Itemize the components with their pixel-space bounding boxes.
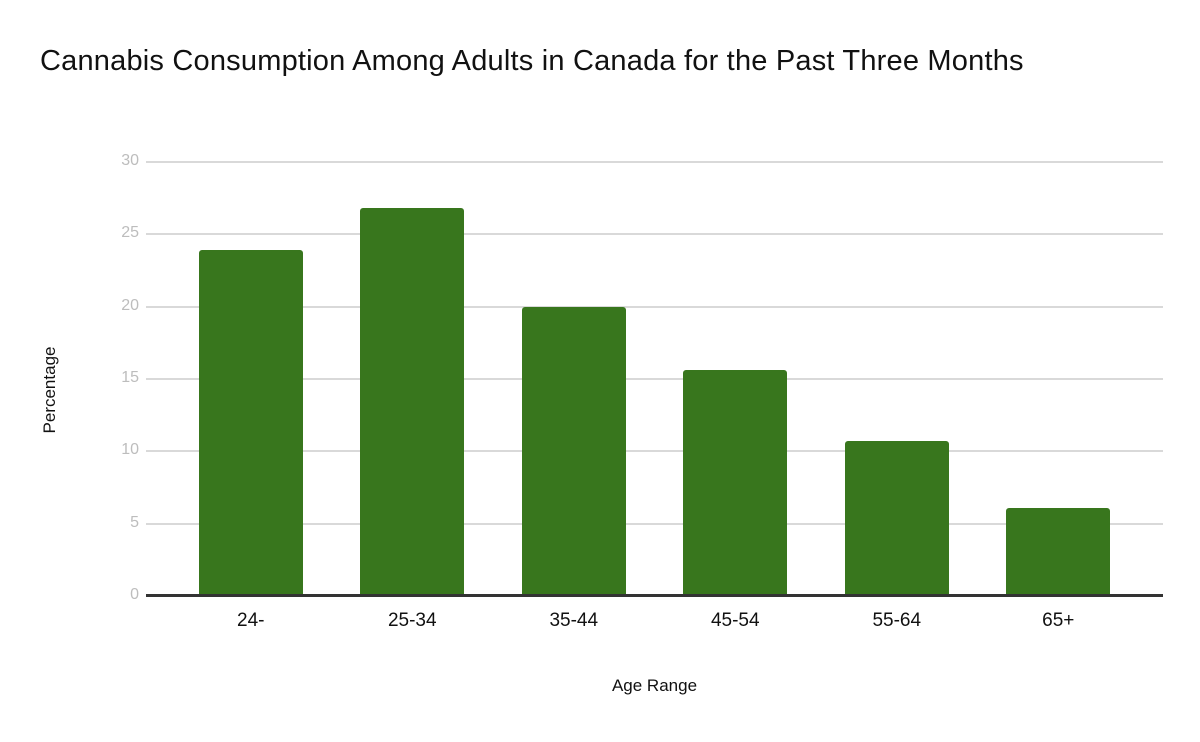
y-tick-label-15: 15	[121, 369, 139, 386]
x-tick-label-65+: 65+	[1042, 610, 1075, 631]
x-axis-title: Age Range	[611, 676, 698, 695]
x-tick-label-35-44: 35-44	[549, 610, 599, 631]
y-tick-label-25: 25	[121, 224, 139, 242]
bar-series	[146, 162, 1163, 596]
bar-cell-35-44	[493, 162, 655, 596]
bar-cell-25-34	[332, 162, 494, 596]
bar-35-44	[521, 306, 626, 596]
x-axis-line	[146, 594, 1163, 597]
bar-65+	[1006, 507, 1111, 596]
bar-cell-55-64	[816, 162, 978, 596]
x-tick-label-24-: 24-	[237, 610, 265, 631]
plot-area	[146, 161, 1163, 597]
bar-45-54	[683, 370, 788, 596]
y-tick-label-0: 0	[130, 586, 139, 603]
y-axis-tick-labels: 0 5 10 15 20 25 30	[0, 152, 139, 603]
gridline-25	[146, 233, 1163, 236]
bar-24-	[198, 250, 303, 596]
bar-25-34	[360, 208, 465, 596]
y-tick-label-5: 5	[130, 513, 139, 531]
gridline-30	[146, 161, 1163, 163]
y-tick-label-20: 20	[121, 296, 139, 314]
bar-55-64	[844, 441, 949, 596]
gridline-10	[146, 450, 1163, 453]
gridline-20	[146, 305, 1163, 308]
gridline-5	[146, 522, 1163, 525]
bar-cell-65+	[978, 162, 1140, 596]
x-axis-tick-labels: 24- 25-34 35-44 45-54 55-64 65+	[146, 610, 1163, 632]
x-tick-label-55-64: 55-64	[872, 610, 922, 631]
gridline-15	[146, 378, 1163, 380]
y-tick-label-30: 30	[121, 152, 139, 169]
y-tick-label-10: 10	[121, 441, 139, 459]
bar-cell-45-54	[655, 162, 817, 596]
chart-title: Cannabis Consumption Among Adults in Can…	[40, 45, 1024, 77]
x-tick-label-45-54: 45-54	[710, 610, 760, 631]
x-tick-label-25-34: 25-34	[387, 610, 437, 631]
bar-cell-24-	[170, 162, 332, 596]
